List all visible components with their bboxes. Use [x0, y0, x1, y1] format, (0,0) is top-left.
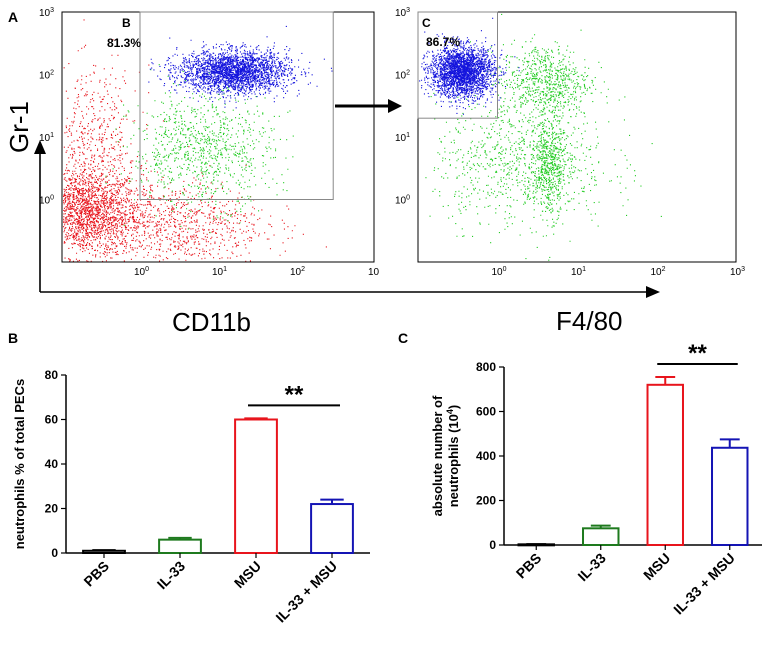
y-tick-label: 60 [45, 413, 59, 427]
population-ungated-tail [65, 146, 327, 262]
bar-PBS [82, 549, 126, 555]
y-axis-label-line1: absolute number of [430, 395, 445, 516]
category-label: MSU [231, 558, 264, 591]
y-tick-label: 800 [476, 360, 496, 374]
y-tick-label: 103 [395, 7, 410, 19]
plot-frame [417, 11, 737, 263]
y-tick-label: 400 [476, 449, 496, 463]
category-label: IL-33 [574, 550, 609, 585]
gating-arrow [335, 99, 402, 113]
category-label: PBS [80, 558, 112, 590]
y-tick-label: 100 [395, 195, 410, 207]
y-tick-label: 40 [45, 457, 59, 471]
population-f480-high [527, 96, 585, 242]
y-tick-label: 0 [51, 546, 58, 560]
x-tick-label: 102 [290, 266, 305, 278]
x-tick-label: 103 [730, 266, 745, 278]
x-tick-label: 101 [571, 266, 586, 278]
gate-c-label: C [422, 16, 431, 30]
flow-axes: 100 101 102 103 100 101 102 10 100 101 102 103 100 10… [39, 7, 745, 278]
gate-b-label: B [122, 16, 131, 30]
bar-IL-33 + MSU [310, 503, 354, 554]
y-tick-label: 0 [489, 538, 496, 552]
gate-c-percent: 86.7% [426, 35, 460, 49]
population-ungated [63, 140, 173, 262]
panel-label-c: C [398, 330, 408, 346]
panel-label-a: A [8, 9, 18, 25]
bar-IL-33 [582, 527, 620, 546]
y-tick-label: 103 [39, 7, 54, 19]
category-label: PBS [513, 550, 545, 582]
gate-c-box [417, 11, 498, 119]
f480-axis-label: F4/80 [556, 306, 623, 336]
gate-b-percent: 81.3% [107, 36, 141, 50]
population-neutrophils [419, 17, 520, 115]
bar-MSU [234, 418, 278, 554]
x-tick-label: 10 [368, 267, 380, 278]
category-label: IL-33 [154, 558, 189, 593]
cd11b-axis-label: CD11b [172, 307, 251, 337]
panel-label-b: B [8, 330, 18, 346]
x-tick-label: 100 [134, 266, 149, 278]
event-dots [63, 13, 662, 262]
x-tick-label: 102 [651, 266, 666, 278]
y-tick-label: 101 [395, 132, 410, 144]
y-tick-label: 20 [45, 502, 59, 516]
y-tick-label: 100 [39, 195, 54, 207]
significance-label: ** [285, 381, 304, 408]
gr1-axis-arrow [34, 140, 46, 292]
gate-b-box [139, 11, 334, 200]
y-tick-label: 102 [39, 70, 54, 82]
population-gated-neutrophils [148, 25, 333, 109]
bar-IL-33 + MSU [711, 446, 749, 546]
category-label: MSU [640, 550, 673, 583]
bar-chart-b: 0 20 40 60 80 PBS IL-33 MSU IL-33 + MSU ** neutrop… [12, 368, 370, 626]
y-axis-label: neutrophils % of total PECs [12, 379, 27, 549]
y-tick-label: 600 [476, 405, 496, 419]
category-label: IL-33 + MSU [670, 550, 738, 618]
cd11b-axis-arrow [40, 286, 660, 298]
y-axis-label-line2: neutrophils (104) [445, 405, 461, 508]
y-tick-label: 102 [395, 70, 410, 82]
x-tick-label: 100 [492, 266, 507, 278]
x-tick-label: 101 [212, 266, 227, 278]
gr1-axis-label: Gr-1 [4, 101, 34, 153]
significance-label: ** [688, 340, 707, 367]
y-tick-label: 80 [45, 368, 59, 382]
flow-cytometry-panel: 100 101 102 103 100 101 102 10 100 101 102 103 100 10… [4, 7, 745, 337]
bar-MSU [646, 383, 684, 546]
bar-IL-33 [158, 538, 202, 555]
y-tick-label: 101 [39, 132, 54, 144]
category-label: IL-33 + MSU [272, 558, 340, 626]
y-tick-label: 200 [476, 494, 496, 508]
